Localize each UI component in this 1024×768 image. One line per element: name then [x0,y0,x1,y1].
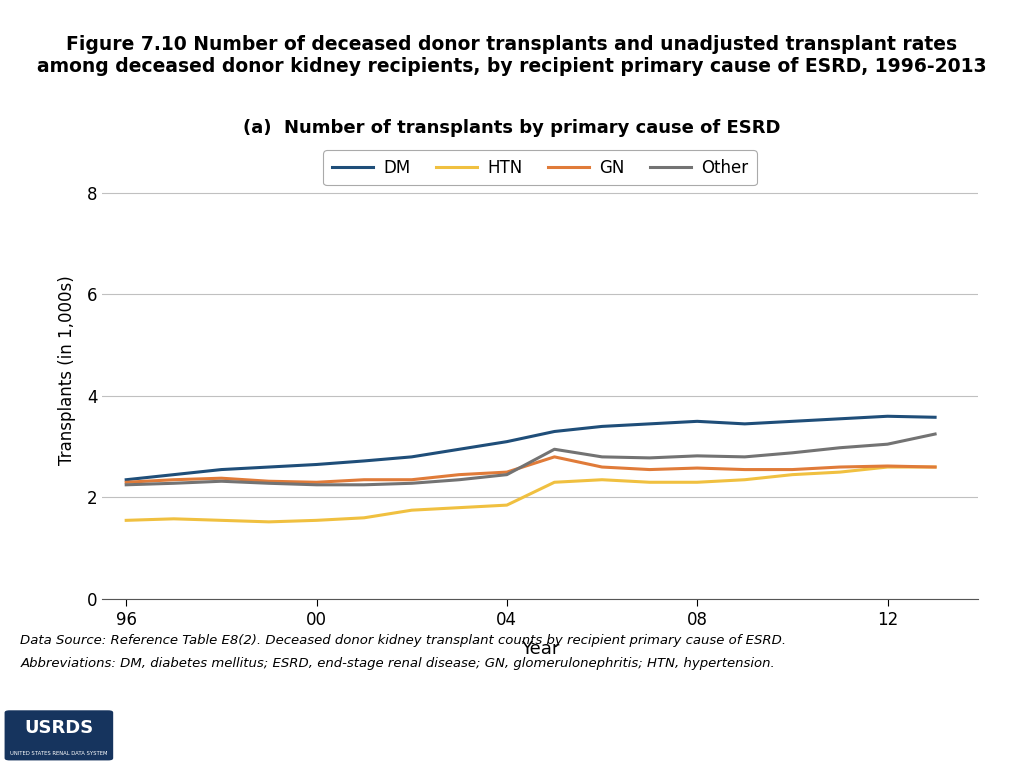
DM [358,456,371,465]
Text: USRDS: USRDS [25,719,93,737]
HTN [929,462,941,472]
GN [215,474,227,483]
Other [454,475,466,485]
DM [548,427,560,436]
GN [596,462,608,472]
DM [738,419,751,429]
DM [596,422,608,431]
GN [691,463,703,472]
GN [406,475,418,485]
HTN [168,515,180,524]
Legend: DM, HTN, GN, Other: DM, HTN, GN, Other [324,151,757,185]
GN [454,470,466,479]
Text: 15: 15 [971,726,998,745]
HTN [406,505,418,515]
GN [120,478,132,487]
GN [168,475,180,485]
HTN [120,516,132,525]
Text: (a)  Number of transplants by primary cause of ESRD: (a) Number of transplants by primary cau… [244,119,780,137]
Other [501,470,513,479]
DM [310,460,323,469]
Text: UNITED STATES RENAL DATA SYSTEM: UNITED STATES RENAL DATA SYSTEM [10,751,108,756]
DM [263,462,275,472]
DM [406,452,418,462]
Other [834,443,846,452]
HTN [501,501,513,510]
HTN [548,478,560,487]
GN [310,478,323,487]
Other [215,477,227,486]
Text: Abbreviations: DM, diabetes mellitus; ESRD, end-stage renal disease; GN, glomeru: Abbreviations: DM, diabetes mellitus; ES… [20,657,775,670]
FancyBboxPatch shape [3,710,115,762]
Other [691,452,703,461]
GN [548,452,560,462]
GN [738,465,751,474]
Other [168,478,180,488]
GN [834,462,846,472]
GN [929,462,941,472]
Other [738,452,751,462]
DM [454,445,466,454]
HTN [310,516,323,525]
Other [120,480,132,489]
Other [548,445,560,454]
Other [929,429,941,439]
Other [263,478,275,488]
Other [786,449,799,458]
Other [358,480,371,489]
HTN [215,516,227,525]
HTN [786,470,799,479]
GN [882,462,894,471]
Line: Other: Other [126,434,935,485]
HTN [596,475,608,485]
Text: Vol 2, ESRD, Ch 7: Vol 2, ESRD, Ch 7 [417,726,607,745]
DM [168,470,180,479]
GN [786,465,799,474]
X-axis label: Year: Year [521,640,559,658]
Other [596,452,608,462]
Other [406,478,418,488]
Y-axis label: Transplants (in 1,000s): Transplants (in 1,000s) [57,276,76,465]
HTN [358,513,371,522]
HTN [882,462,894,472]
GN [358,475,371,485]
DM [834,414,846,423]
HTN [738,475,751,485]
HTN [834,468,846,477]
GN [643,465,655,474]
Other [882,439,894,449]
Text: Figure 7.10 Number of deceased donor transplants and unadjusted transplant rates: Figure 7.10 Number of deceased donor tra… [37,35,987,75]
HTN [454,503,466,512]
DM [120,475,132,485]
HTN [643,478,655,487]
DM [786,417,799,426]
Line: DM: DM [126,416,935,480]
Line: GN: GN [126,457,935,482]
Text: Data Source: Reference Table E8(2). Deceased donor kidney transplant counts by r: Data Source: Reference Table E8(2). Dece… [20,634,786,647]
Line: HTN: HTN [126,467,935,522]
GN [263,477,275,486]
DM [691,417,703,426]
DM [882,412,894,421]
GN [501,468,513,477]
DM [929,412,941,422]
DM [215,465,227,474]
Other [643,453,655,462]
DM [501,437,513,446]
Other [310,480,323,489]
HTN [263,518,275,527]
HTN [691,478,703,487]
DM [643,419,655,429]
